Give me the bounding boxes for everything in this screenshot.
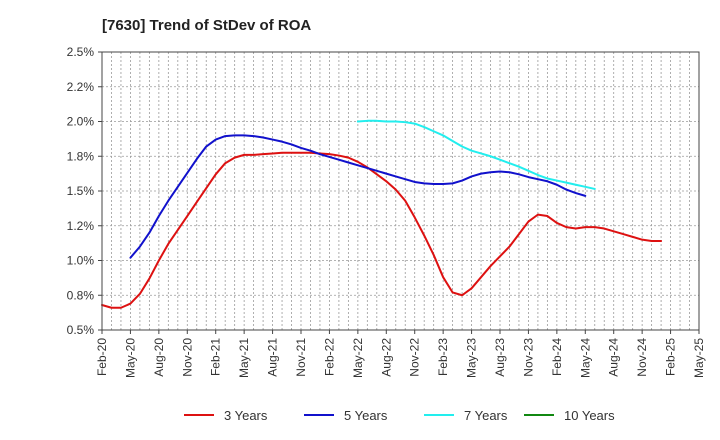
y-tick-label: 2.5% (67, 45, 95, 59)
x-tick-label: May-25 (692, 338, 706, 378)
y-tick-label: 1.2% (67, 219, 95, 233)
x-tick-label: Aug-20 (152, 338, 166, 377)
y-tick-label: 1.5% (67, 184, 95, 198)
series-group (101, 119, 663, 309)
legend-label: 3 Years (224, 408, 268, 423)
y-tick-label: 0.8% (67, 288, 95, 302)
x-tick-label: Aug-23 (493, 338, 507, 377)
x-tick-label: Feb-25 (664, 338, 678, 376)
y-tick-label: 2.0% (67, 115, 95, 129)
series-line-5-years (129, 134, 587, 259)
x-tick-label: Feb-22 (322, 338, 336, 376)
x-tick-label: Aug-21 (266, 338, 280, 377)
x-tick-label: Nov-22 (408, 338, 422, 377)
x-axis: Feb-20 May-20 Aug-20 Nov-20 Feb-21 May-21 Aug-… (95, 330, 706, 378)
x-tick-label: Feb-20 (95, 338, 109, 376)
y-tick-label: 1.0% (67, 254, 95, 268)
x-tick-label: May-23 (465, 338, 479, 378)
x-tick-label: Feb-24 (550, 338, 564, 376)
x-tick-label: May-22 (351, 338, 365, 378)
x-tick-label: Nov-23 (521, 338, 535, 377)
x-tick-label: May-21 (237, 338, 251, 378)
x-tick-label: Aug-22 (379, 338, 393, 377)
y-axis: 0.5% 0.8% 1.0% 1.2% 1.5% 1.8% 2.0% 2.2% 2.5% (67, 45, 102, 337)
series-line-3-years (101, 151, 663, 309)
x-tick-label: May-20 (123, 338, 137, 378)
x-tick-label: Feb-23 (436, 338, 450, 376)
y-tick-label: 0.5% (67, 323, 95, 337)
legend-label: 10 Years (564, 408, 615, 423)
x-tick-label: Nov-21 (294, 338, 308, 377)
legend-label: 7 Years (464, 408, 508, 423)
legend: 3 Years 5 Years 7 Years 10 Years (184, 408, 615, 423)
x-tick-label: May-24 (578, 338, 592, 378)
y-tick-label: 2.2% (67, 80, 95, 94)
chart-title: [7630] Trend of StDev of ROA (102, 17, 311, 34)
y-tick-label: 1.8% (67, 149, 95, 163)
x-tick-label: Feb-21 (209, 338, 223, 376)
plot-frame (101, 51, 700, 331)
legend-label: 5 Years (344, 408, 388, 423)
x-tick-label: Nov-20 (180, 338, 194, 377)
x-tick-label: Aug-24 (607, 338, 621, 377)
series-line-7-years (356, 119, 596, 190)
x-tick-label: Nov-24 (635, 338, 649, 377)
grid (102, 52, 699, 330)
